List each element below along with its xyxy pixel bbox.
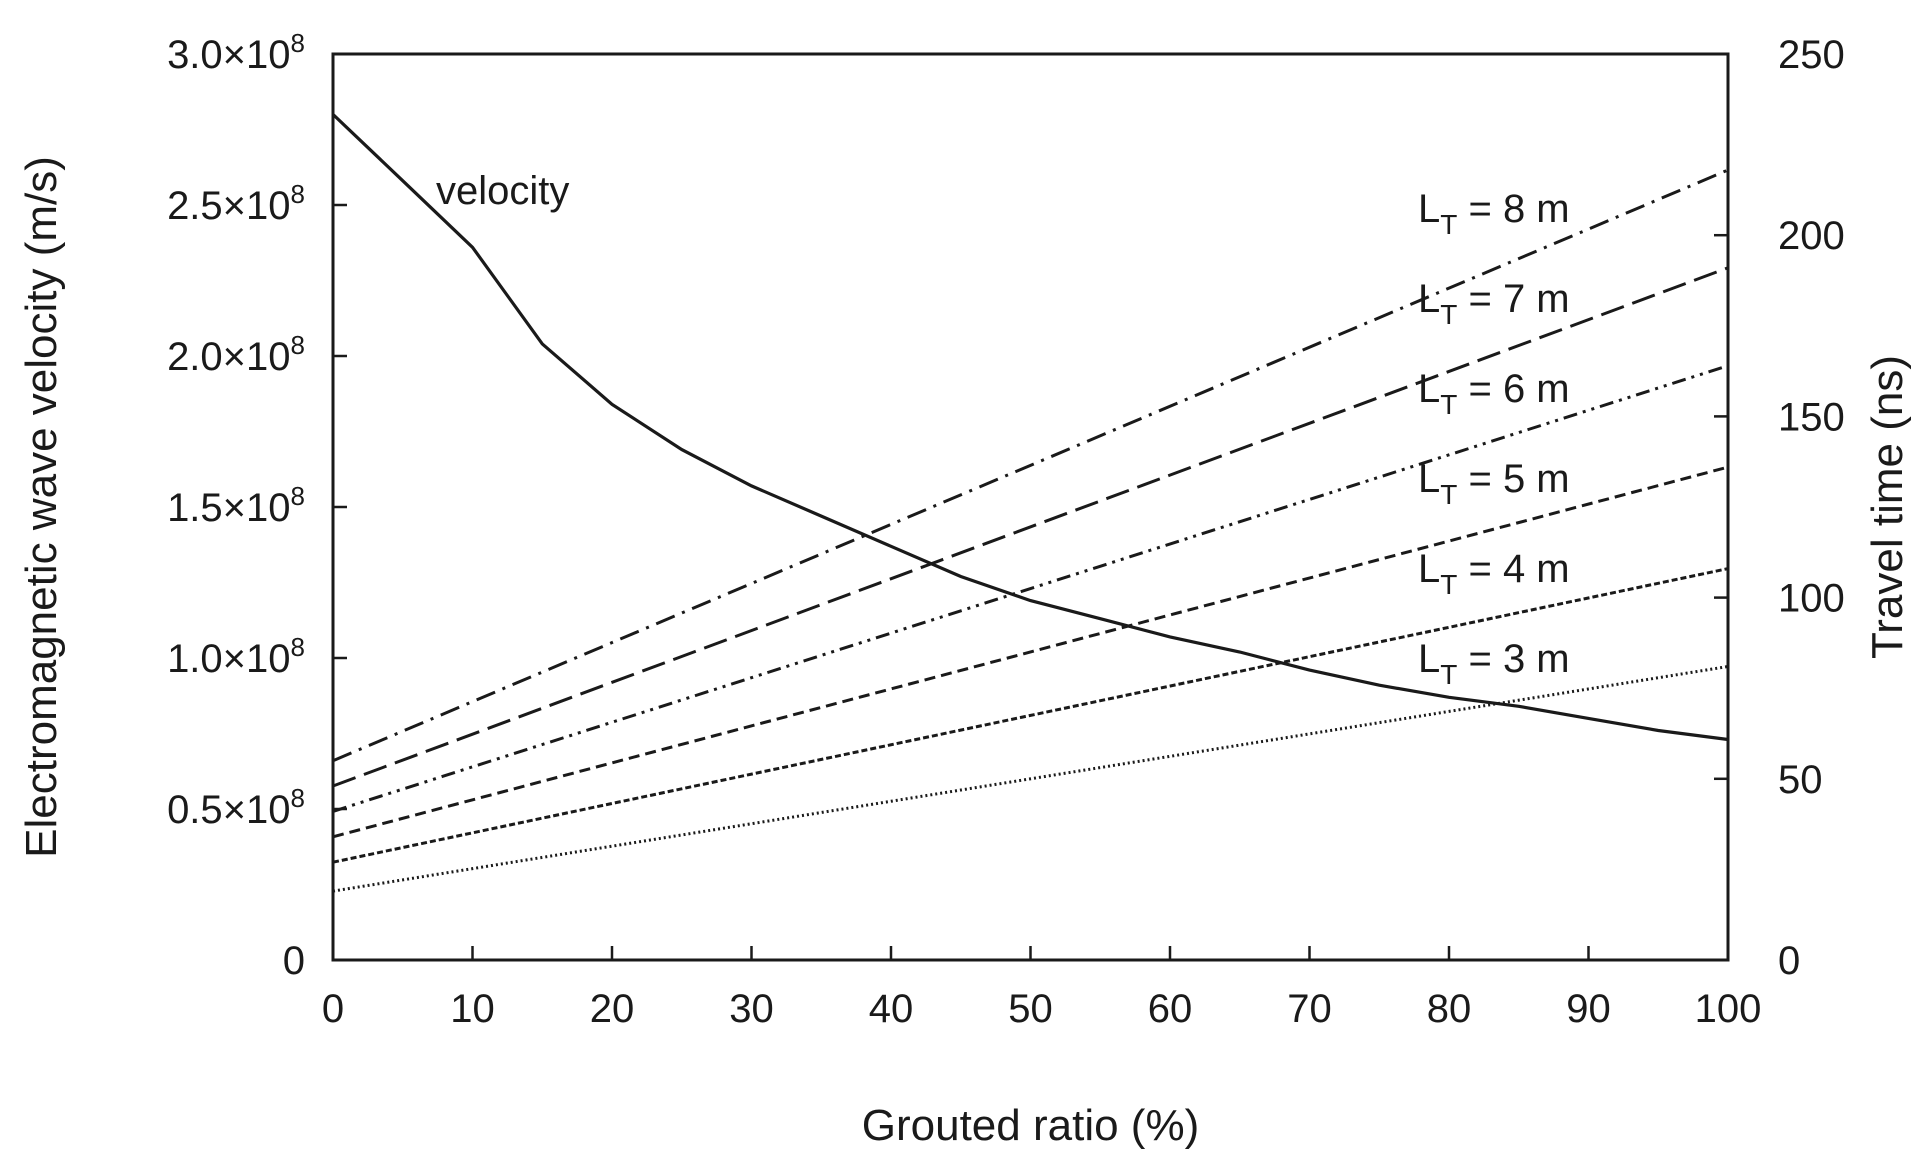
y-left-axis-title: Electromagnetic wave velocity (m/s) [17,156,66,858]
y-right-tick-label: 100 [1778,577,1845,621]
velocity-curve [331,113,1729,742]
x-tick-label: 20 [590,987,635,1031]
x-tick-label: 90 [1566,987,1611,1031]
x-tick-label: 70 [1287,987,1332,1031]
y-right-tick-label: 150 [1778,395,1845,439]
y-left-tick-label: 3.0×108 [167,28,305,77]
travel-time-line [332,364,1729,813]
y-left-tick-label: 1.5×108 [167,481,305,530]
y-right-tick-label: 200 [1778,214,1845,258]
travel-time-line [332,168,1729,763]
y-left-tick-label: 0 [283,939,305,983]
travel-time-line [332,266,1729,788]
series-label: LT = 3 m [1418,637,1570,690]
y-right-tick-label: 50 [1778,758,1823,802]
curves [331,113,1729,893]
x-axis-title: Grouted ratio (%) [862,1101,1199,1150]
y-left-tick-label: 2.0×108 [167,330,305,379]
series-label: LT = 8 m [1418,187,1570,240]
series-label: LT = 7 m [1418,277,1570,330]
y-right-axis-title: Travel time (ns) [1863,355,1912,659]
y-left-tick-label: 2.5×108 [167,179,305,228]
y-left-tick-label: 1.0×108 [167,632,305,681]
series-label: LT = 6 m [1418,367,1570,420]
y-right-tick-label: 0 [1778,939,1800,983]
x-tick-label: 0 [322,987,344,1031]
y-right-axis: 0 50 100 150 200 250 [1714,33,1845,983]
y-right-tick-label: 250 [1778,33,1845,77]
series-label: LT = 4 m [1418,547,1570,600]
x-tick-label: 80 [1427,987,1472,1031]
x-tick-label: 100 [1695,987,1762,1031]
x-tick-label: 10 [450,987,495,1031]
y-left-axis: 0 0.5×108 1.0×108 1.5×108 2.0×108 2.5×108 3.0×… [167,28,347,983]
x-tick-label: 30 [729,987,774,1031]
x-tick-label: 40 [869,987,914,1031]
travel-time-line [332,665,1729,893]
travel-time-line [332,465,1729,839]
series-label: LT = 5 m [1418,457,1570,510]
annotations: velocity LT = 8 m LT = 7 m LT = 6 m LT = 5 m… [436,169,1570,690]
x-tick-label: 60 [1148,987,1193,1031]
travel-time-line [332,567,1729,864]
velocity-label: velocity [436,169,569,213]
x-tick-label: 50 [1008,987,1053,1031]
y-left-tick-label: 0.5×108 [167,783,305,832]
x-axis: 0 10 20 30 40 50 60 70 80 90 100 [322,946,1762,1031]
plot-background [333,54,1728,960]
